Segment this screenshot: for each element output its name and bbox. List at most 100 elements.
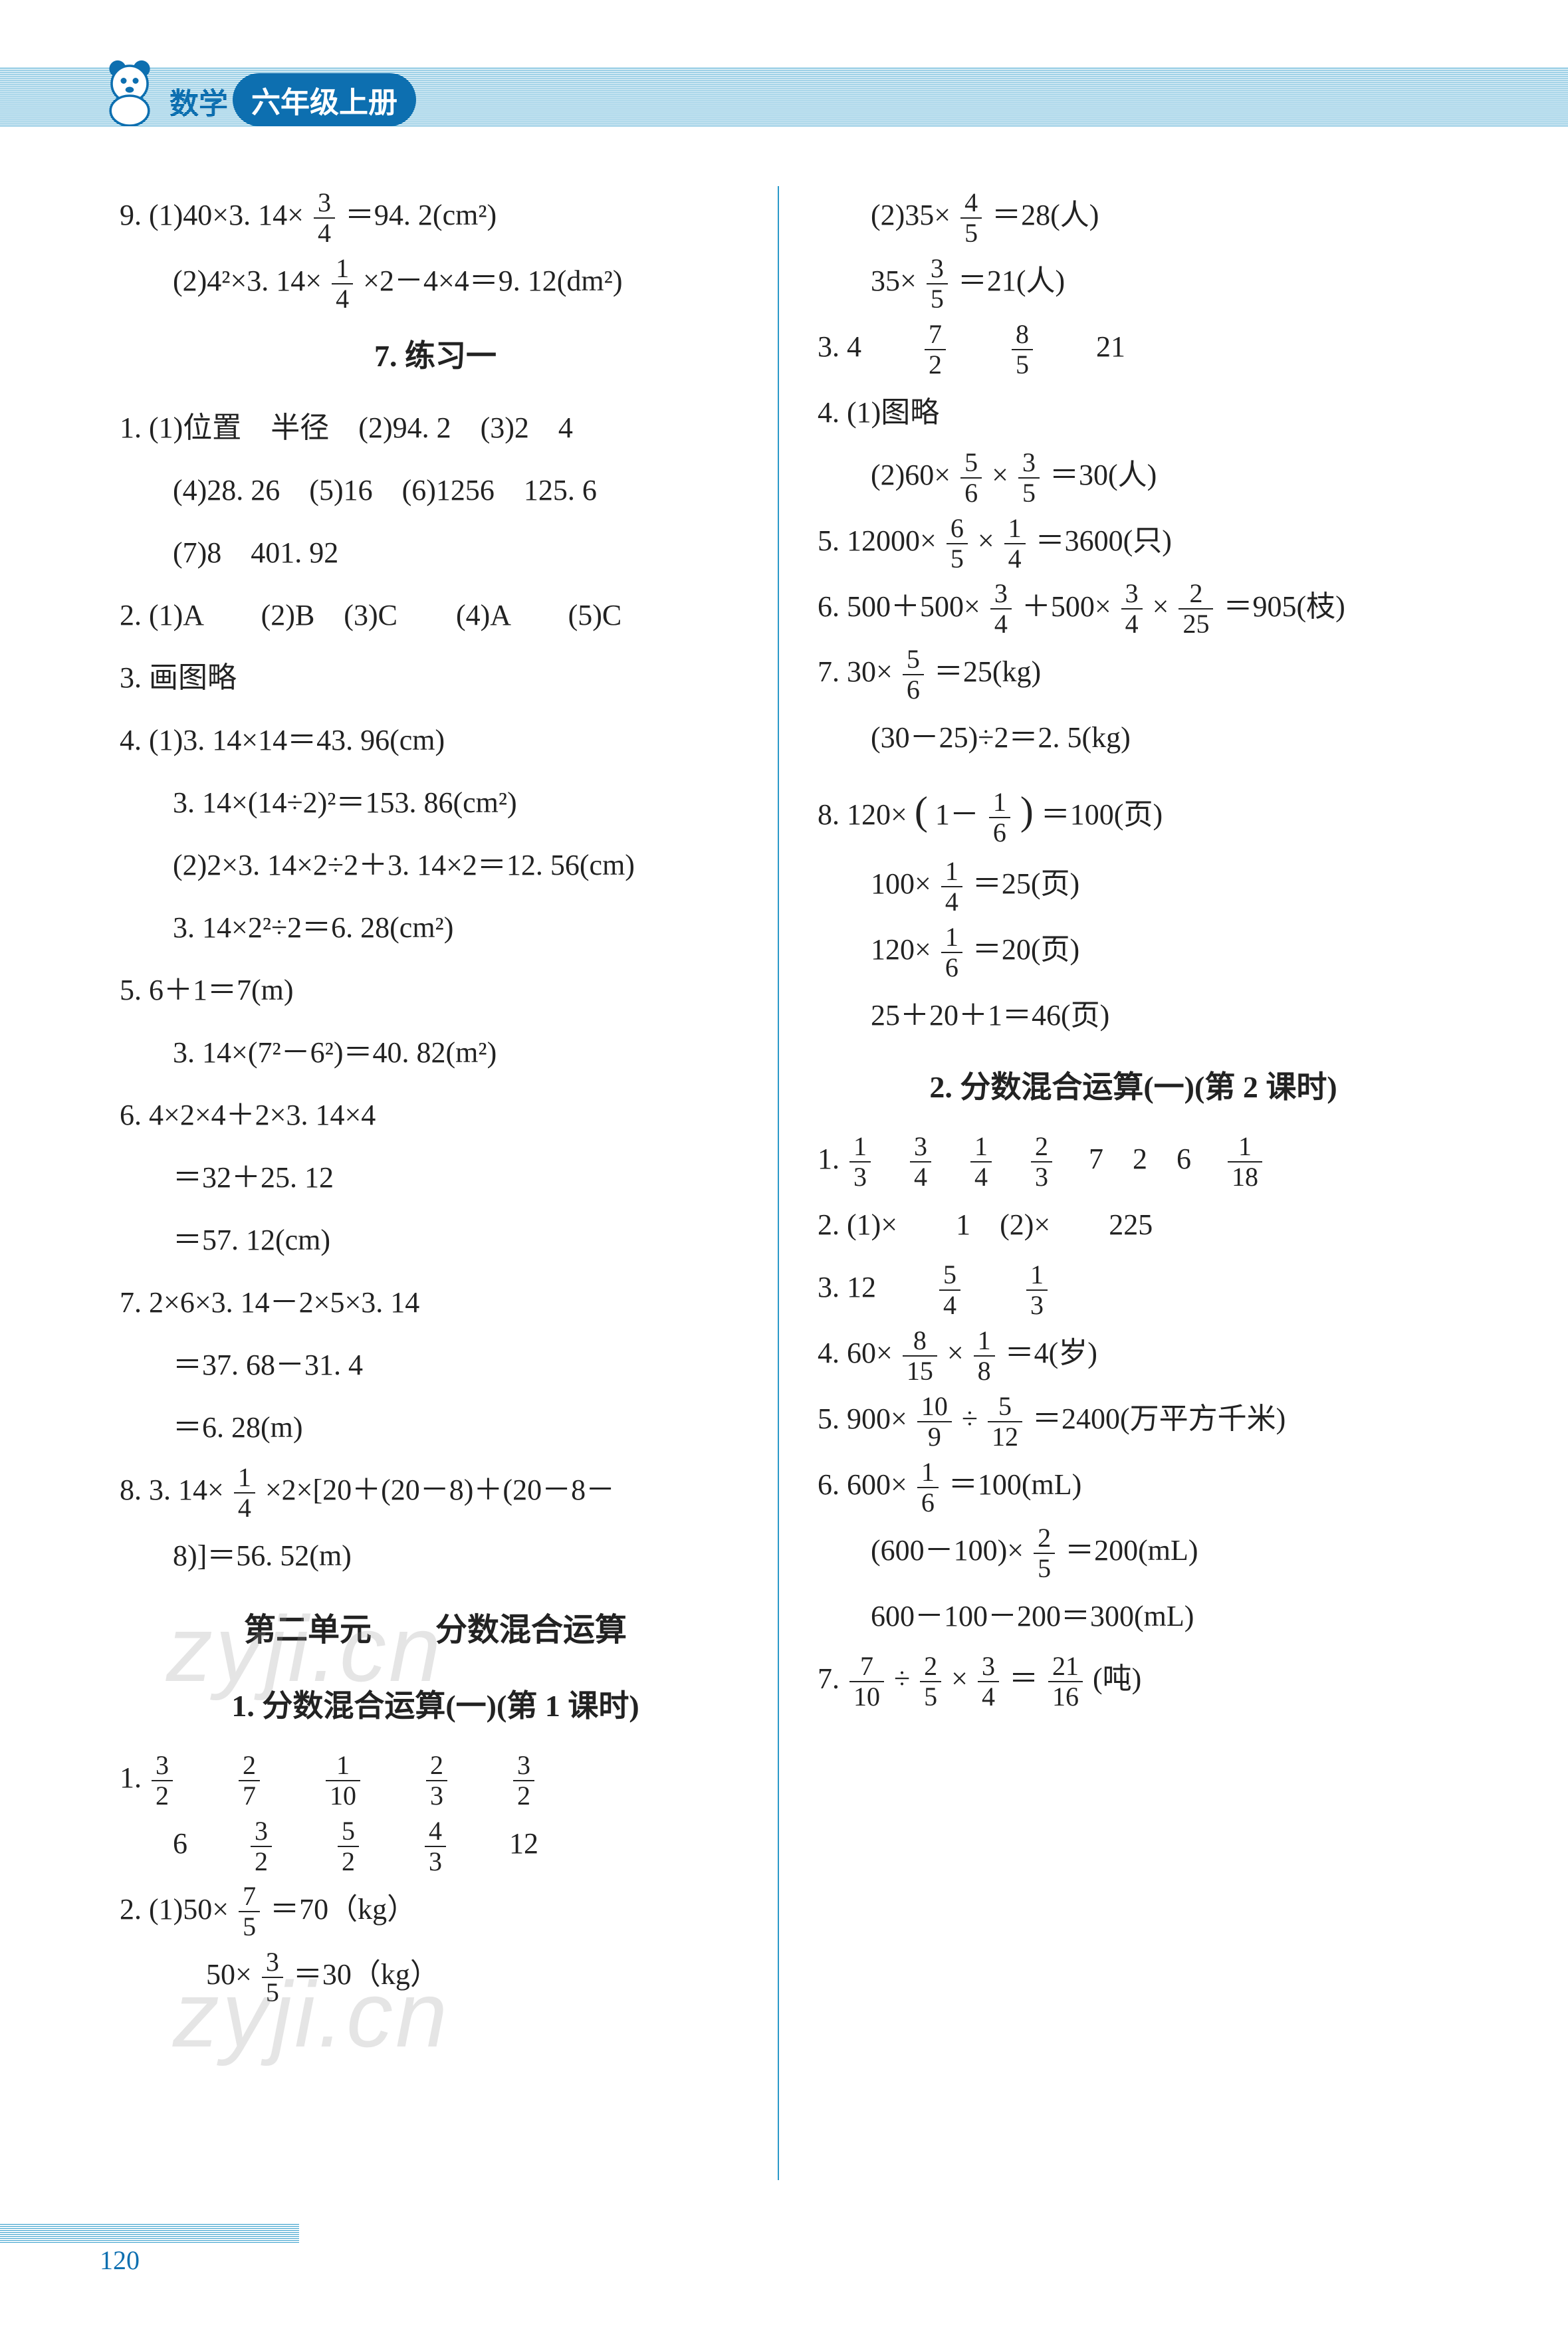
fraction: 16 [989, 788, 1010, 847]
text-line: 3. 4 72 85 21 [818, 318, 1449, 380]
fraction: 109 [917, 1392, 952, 1452]
text-line: 3. 14×(14÷2)²＝153. 86(cm²) [120, 774, 751, 832]
text-line: 6. 600× 16 ＝100(mL) [818, 1456, 1449, 1517]
text: 1－ [935, 798, 979, 831]
text: ＝4(岁) [1005, 1337, 1097, 1369]
text: ＋500× [1022, 590, 1111, 623]
fraction: 56 [903, 645, 924, 705]
fraction: 43 [425, 1817, 446, 1876]
text: ＝905(枝) [1223, 590, 1345, 623]
text-line: 5. 900× 109 ÷ 512 ＝2400(万平方千米) [818, 1390, 1449, 1452]
text: ＝94. 2(cm²) [345, 199, 497, 231]
text-line: (2)2×3. 14×2÷2＋3. 14×2＝12. 56(cm) [120, 836, 751, 895]
text: (2)35× [871, 199, 951, 231]
text-line: 7. 30× 56 ＝25(kg) [818, 643, 1449, 705]
fraction: 23 [1031, 1132, 1052, 1192]
text: ＝30(人) [1050, 459, 1157, 491]
fraction: 34 [314, 188, 335, 248]
fraction: 35 [1018, 448, 1040, 508]
text: 3. 4 [818, 330, 861, 363]
text-line: ＝32＋25. 12 [120, 1149, 751, 1207]
fraction: 72 [925, 320, 946, 380]
text-line: 2. (1)× 1 (2)× 225 [818, 1196, 1449, 1254]
text: 6 [173, 1827, 187, 1860]
text: × [947, 1337, 964, 1369]
header-subject: 数学 [169, 80, 228, 122]
text: 1. [818, 1143, 840, 1175]
text: 3. 12 [818, 1271, 876, 1303]
header-grade-pill: 六年级上册 [233, 73, 416, 126]
fraction: 35 [927, 254, 948, 314]
text-line: 25＋20＋1＝46(页) [818, 986, 1449, 1045]
fraction: 512 [988, 1392, 1022, 1452]
text: ÷ [962, 1402, 978, 1435]
fraction: 14 [1004, 514, 1026, 574]
text-line: 7. 710 ÷ 25 × 34 ＝ 2116 (吨) [818, 1650, 1449, 1712]
text: 6. 500＋500× [818, 590, 980, 623]
fraction: 75 [239, 1882, 260, 1941]
text-line: (2)35× 45 ＝28(人) [818, 186, 1449, 248]
lesson-heading: 2. 分数混合运算(一)(第 2 课时) [818, 1057, 1449, 1118]
text: × [992, 459, 1008, 491]
text: ＝25(kg) [934, 655, 1041, 688]
text: ×2－4×4＝9. 12(dm²) [363, 265, 622, 297]
footer-band [0, 2223, 299, 2243]
text: 6. 600× [818, 1468, 907, 1501]
text-line: 2. (1)A (2)B (3)C (4)A (5)C [120, 586, 751, 645]
text-line: ＝6. 28(m) [120, 1398, 751, 1457]
fraction: 34 [990, 579, 1012, 639]
text: 7. [818, 1662, 840, 1695]
fraction: 65 [947, 514, 968, 574]
text: 7 2 6 [1089, 1143, 1191, 1175]
text-line: 6. 4×2×4＋2×3. 14×4 [120, 1086, 751, 1145]
text: ＝200(mL) [1065, 1534, 1198, 1567]
text-line: 4. (1)图略 [818, 384, 1449, 442]
fraction: 118 [1228, 1132, 1262, 1192]
text-line: 50× 35 ＝30（kg） [120, 1945, 751, 2007]
text: ＝2400(万平方千米) [1032, 1402, 1286, 1435]
text: ＝ [1009, 1662, 1038, 1695]
text: × [978, 524, 994, 557]
text: ＝100(mL) [949, 1468, 1081, 1501]
text-line: ＝57. 12(cm) [120, 1211, 751, 1270]
text: ＝28(人) [992, 199, 1099, 231]
text: 5. 12000× [818, 524, 937, 557]
fraction: 85 [1012, 320, 1033, 380]
fraction: 25 [920, 1652, 941, 1712]
text-line: 7. 2×6×3. 14－2×5×3. 14 [120, 1274, 751, 1332]
text-line: 5. 6＋1＝7(m) [120, 961, 751, 1020]
text-line: (7)8 401. 92 [120, 524, 751, 582]
text: ＝3600(只) [1036, 524, 1172, 557]
text: × [951, 1662, 968, 1695]
text-line: 3. 12 54 13 [818, 1258, 1449, 1320]
fraction: 54 [939, 1260, 960, 1320]
text: ＝25(页) [972, 867, 1079, 900]
text: 120× [871, 933, 931, 966]
fraction: 35 [262, 1947, 283, 2007]
fraction: 710 [849, 1652, 884, 1712]
text: 4. 60× [818, 1337, 893, 1369]
text-line: 6. 500＋500× 34 ＋500× 34 × 225 ＝905(枝) [818, 578, 1449, 639]
fraction: 18 [974, 1326, 995, 1386]
text-line: 6 32 52 43 12 [120, 1815, 751, 1876]
fraction: 34 [978, 1652, 999, 1712]
text-line: 1. 32 27 110 23 32 [120, 1749, 751, 1811]
fraction: 14 [970, 1132, 992, 1192]
text-line: 120× 16 ＝20(页) [818, 921, 1449, 982]
fraction: 2116 [1048, 1652, 1083, 1712]
text: (600－100)× [871, 1534, 1024, 1567]
text: (2)60× [871, 459, 951, 491]
text-line: 1. 13 34 14 23 7 2 6 118 [818, 1130, 1449, 1192]
text: ＝70（kg） [270, 1893, 416, 1926]
text: ÷ [894, 1662, 910, 1695]
text-line: (600－100)× 25 ＝200(mL) [818, 1521, 1449, 1583]
text: 7. 30× [818, 655, 893, 688]
text: 50× [206, 1958, 252, 1991]
text: ＝20(页) [972, 933, 1079, 966]
fraction: 34 [1121, 579, 1143, 639]
text: 21 [1096, 330, 1125, 363]
fraction: 13 [1026, 1260, 1048, 1320]
text-line: (30－25)÷2＝2. 5(kg) [818, 709, 1449, 767]
fraction: 815 [903, 1326, 937, 1386]
fraction: 32 [251, 1817, 272, 1876]
